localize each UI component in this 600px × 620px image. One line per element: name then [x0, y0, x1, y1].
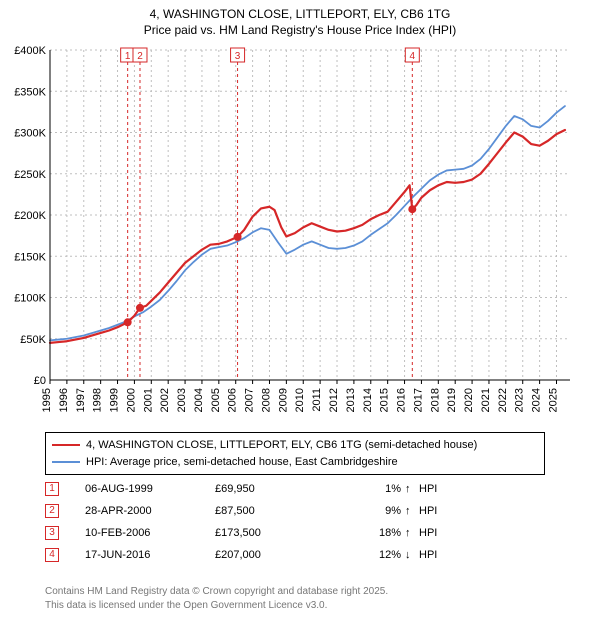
svg-text:2007: 2007 [244, 388, 256, 412]
svg-text:4: 4 [410, 51, 416, 62]
svg-text:£400K: £400K [14, 45, 46, 57]
legend-row: 4, WASHINGTON CLOSE, LITTLEPORT, ELY, CB… [52, 437, 538, 454]
svg-text:1998: 1998 [92, 388, 104, 412]
svg-text:2015: 2015 [379, 388, 391, 412]
tx-marker: 1 [45, 482, 59, 496]
svg-text:1: 1 [125, 51, 131, 62]
chart: £0 £50K £100K £150K £200K £250K £300K £350K £400… [10, 44, 580, 424]
svg-text:2002: 2002 [159, 388, 171, 412]
title-block: 4, WASHINGTON CLOSE, LITTLEPORT, ELY, CB… [0, 0, 600, 38]
svg-text:3: 3 [235, 51, 241, 62]
svg-text:2024: 2024 [531, 388, 543, 412]
tx-marker: 3 [45, 526, 59, 540]
tx-arrow-icon: ↑ [405, 505, 419, 517]
title-line-1: 4, WASHINGTON CLOSE, LITTLEPORT, ELY, CB… [0, 6, 600, 22]
legend-label: 4, WASHINGTON CLOSE, LITTLEPORT, ELY, CB… [86, 437, 477, 454]
tx-delta: 1% [335, 483, 405, 495]
svg-text:2009: 2009 [277, 388, 289, 412]
tx-marker: 4 [45, 548, 59, 562]
svg-text:1996: 1996 [58, 388, 70, 412]
tx-price: £207,000 [215, 549, 335, 561]
tx-arrow-icon: ↓ [405, 549, 419, 561]
svg-text:2: 2 [137, 51, 143, 62]
svg-text:2016: 2016 [396, 388, 408, 412]
tx-arrow-icon: ↑ [405, 483, 419, 495]
tx-arrow-icon: ↑ [405, 527, 419, 539]
tx-delta: 9% [335, 505, 405, 517]
svg-text:£150K: £150K [14, 251, 46, 263]
tx-delta: 12% [335, 549, 405, 561]
tx-price: £87,500 [215, 505, 335, 517]
transaction-row: 3 10-FEB-2006£173,50018%↑HPI [45, 522, 545, 544]
svg-text:2018: 2018 [429, 388, 441, 412]
footer: Contains HM Land Registry data © Crown c… [45, 585, 388, 612]
tx-date: 17-JUN-2016 [85, 549, 215, 561]
svg-text:2005: 2005 [210, 388, 222, 412]
svg-text:2010: 2010 [294, 388, 306, 412]
svg-text:2012: 2012 [328, 388, 340, 412]
tx-date: 10-FEB-2006 [85, 527, 215, 539]
svg-text:2014: 2014 [362, 388, 374, 412]
svg-text:2013: 2013 [345, 388, 357, 412]
svg-text:£50K: £50K [20, 334, 46, 346]
svg-text:2001: 2001 [142, 388, 154, 412]
svg-text:£350K: £350K [14, 86, 46, 98]
svg-text:£300K: £300K [14, 128, 46, 140]
svg-text:1995: 1995 [41, 388, 53, 412]
footer-line-2: This data is licensed under the Open Gov… [45, 599, 388, 613]
svg-text:2019: 2019 [446, 388, 458, 412]
tx-vs-label: HPI [419, 527, 459, 539]
legend: 4, WASHINGTON CLOSE, LITTLEPORT, ELY, CB… [45, 432, 545, 475]
tx-delta: 18% [335, 527, 405, 539]
transactions-table: 106-AUG-1999£69,9501%↑HPI228-APR-2000£87… [45, 478, 545, 566]
tx-price: £69,950 [215, 483, 335, 495]
svg-text:2004: 2004 [193, 388, 205, 412]
svg-text:£0: £0 [34, 375, 46, 387]
svg-text:£200K: £200K [14, 210, 46, 222]
svg-text:2000: 2000 [125, 388, 137, 412]
tx-date: 06-AUG-1999 [85, 483, 215, 495]
tx-date: 28-APR-2000 [85, 505, 215, 517]
svg-text:2008: 2008 [260, 388, 272, 412]
svg-text:2025: 2025 [547, 388, 559, 412]
tx-price: £173,500 [215, 527, 335, 539]
transaction-row: 2 28-APR-2000£87,5009%↑HPI [45, 500, 545, 522]
svg-text:£100K: £100K [14, 293, 46, 305]
page-root: 4, WASHINGTON CLOSE, LITTLEPORT, ELY, CB… [0, 0, 600, 620]
tx-vs-label: HPI [419, 549, 459, 561]
legend-swatch [52, 461, 80, 463]
chart-svg: £0 £50K £100K £150K £200K £250K £300K £350K £400… [10, 44, 580, 424]
transaction-row: 4 17-JUN-2016£207,00012%↓HPI [45, 544, 545, 566]
svg-text:2017: 2017 [412, 388, 424, 412]
svg-text:2003: 2003 [176, 388, 188, 412]
svg-text:£250K: £250K [14, 169, 46, 181]
svg-text:2021: 2021 [480, 388, 492, 412]
legend-swatch [52, 444, 80, 446]
title-line-2: Price paid vs. HM Land Registry's House … [0, 22, 600, 38]
svg-text:1997: 1997 [75, 388, 87, 412]
transaction-row: 1 06-AUG-1999£69,9501%↑HPI [45, 478, 545, 500]
legend-label: HPI: Average price, semi-detached house,… [86, 454, 398, 471]
svg-text:2023: 2023 [514, 388, 526, 412]
tx-vs-label: HPI [419, 505, 459, 517]
svg-text:1999: 1999 [109, 388, 121, 412]
footer-line-1: Contains HM Land Registry data © Crown c… [45, 585, 388, 599]
svg-text:2006: 2006 [227, 388, 239, 412]
svg-text:2011: 2011 [311, 388, 323, 412]
tx-marker: 2 [45, 504, 59, 518]
tx-vs-label: HPI [419, 483, 459, 495]
svg-text:2020: 2020 [463, 388, 475, 412]
legend-row: HPI: Average price, semi-detached house,… [52, 454, 538, 471]
svg-text:2022: 2022 [497, 388, 509, 412]
